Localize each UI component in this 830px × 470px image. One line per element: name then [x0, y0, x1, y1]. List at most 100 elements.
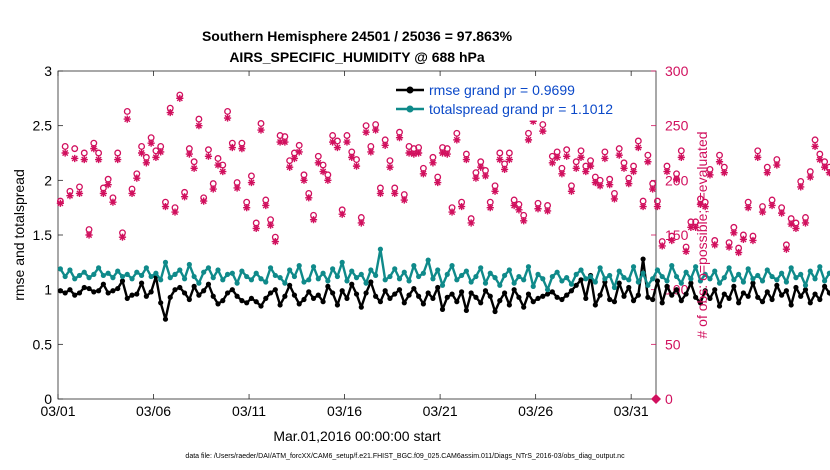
totalspread-point — [96, 265, 102, 271]
evaluated-obs-point — [582, 167, 590, 176]
rmse-point — [119, 278, 126, 284]
evaluated-obs-point — [90, 145, 98, 153]
totalspread-point — [568, 281, 575, 287]
rmse-point — [669, 292, 675, 298]
rmse-point — [201, 288, 207, 294]
rmse-point — [540, 293, 546, 299]
rmse-point — [349, 281, 355, 287]
possible-obs-point — [362, 122, 370, 130]
evaluated-obs-point — [56, 199, 64, 207]
rmse-point — [673, 287, 680, 293]
evaluated-obs-point — [295, 148, 303, 156]
totalspread-point — [812, 276, 818, 282]
evaluated-obs-point — [754, 153, 762, 161]
rmse-point — [172, 287, 178, 293]
totalspread-point — [697, 278, 704, 284]
totalspread-point — [392, 266, 398, 272]
totalspread-point — [396, 276, 403, 282]
rmse-point — [750, 280, 756, 286]
evaluated-obs-point — [491, 187, 499, 195]
rmse-point — [167, 294, 173, 300]
evaluated-obs-point — [80, 155, 88, 164]
totalspread-point — [487, 270, 493, 276]
totalspread-point — [554, 269, 560, 275]
totalspread-point — [81, 269, 87, 275]
rmse-point — [392, 291, 398, 297]
possible-obs-point — [577, 147, 585, 155]
rmse-point — [124, 295, 130, 302]
rmse-point — [334, 302, 341, 308]
evaluated-obs-point — [715, 158, 724, 166]
rmse-point — [291, 292, 298, 298]
totalspread-point — [153, 270, 159, 276]
evaluated-obs-point — [262, 201, 270, 210]
rmse-point — [578, 277, 584, 283]
rmse-point — [210, 293, 216, 299]
rmse-point — [239, 298, 245, 304]
totalspread-point — [759, 278, 766, 284]
totalspread-point — [587, 273, 594, 280]
possible-obs-point — [615, 145, 623, 153]
totalspread-point — [239, 268, 245, 274]
evaluated-obs-point — [768, 201, 776, 210]
totalspread-point — [826, 270, 830, 276]
evaluated-obs-point — [730, 229, 738, 237]
totalspread-point — [712, 268, 718, 274]
left-tick-label: 2 — [44, 172, 52, 188]
evaluated-obs-point — [281, 138, 289, 146]
totalspread-point — [224, 271, 231, 277]
rmse-point — [521, 304, 527, 310]
totalspread-point — [353, 275, 360, 281]
totalspread-point — [387, 273, 393, 280]
totalspread-point — [802, 282, 809, 288]
totalspread-point — [377, 246, 383, 252]
rmse-point — [583, 295, 589, 302]
evaluated-obs-point — [434, 178, 442, 187]
totalspread-point — [583, 276, 589, 282]
rmse-point — [487, 293, 493, 299]
x-tick-label: 03/26 — [518, 403, 553, 419]
evaluated-obs-point — [591, 178, 599, 187]
totalspread-point — [115, 268, 121, 274]
rmse-point — [564, 292, 570, 298]
rmse-point — [807, 300, 813, 306]
evaluated-obs-point — [539, 127, 547, 135]
evaluated-obs-point — [629, 167, 638, 176]
rmse-point — [272, 287, 278, 293]
rmse-point — [325, 283, 331, 289]
totalspread-point — [521, 277, 527, 283]
evaluated-obs-point — [763, 169, 771, 177]
rmse-point — [110, 288, 116, 294]
totalspread-point — [210, 275, 216, 281]
totalspread-point — [344, 278, 350, 284]
rmse-point — [358, 304, 364, 310]
evaluated-obs-point — [668, 236, 676, 245]
totalspread-point — [181, 276, 188, 282]
totalspread-point — [148, 273, 154, 280]
rmse-point — [478, 300, 484, 306]
evaluated-obs-point — [343, 138, 351, 146]
rmse-point — [645, 294, 651, 300]
legend-spread-text: totalspread grand pr = 1.1012 — [429, 101, 613, 117]
possible-obs-point — [343, 132, 351, 139]
evaluated-obs-point — [400, 196, 408, 204]
evaluated-obs-point — [348, 153, 356, 161]
evaluated-obs-series — [56, 94, 830, 257]
rmse-point — [444, 294, 450, 300]
evaluated-obs-point — [821, 163, 829, 171]
rmse-point — [712, 287, 718, 293]
plot-area — [57, 70, 657, 400]
possible-obs-point — [314, 152, 322, 160]
totalspread-point — [597, 265, 603, 271]
evaluated-obs-point — [782, 245, 790, 253]
evaluated-obs-point — [319, 167, 327, 176]
evaluated-obs-point — [195, 122, 203, 130]
x-tick-label: 03/31 — [614, 403, 649, 419]
evaluated-obs-point — [586, 162, 595, 170]
totalspread-point — [774, 277, 780, 283]
evaluated-obs-point — [137, 149, 146, 157]
evaluated-obs-point — [381, 141, 389, 149]
totalspread-point — [315, 276, 321, 282]
rmse-point — [67, 287, 73, 293]
totalspread-point — [325, 278, 331, 284]
